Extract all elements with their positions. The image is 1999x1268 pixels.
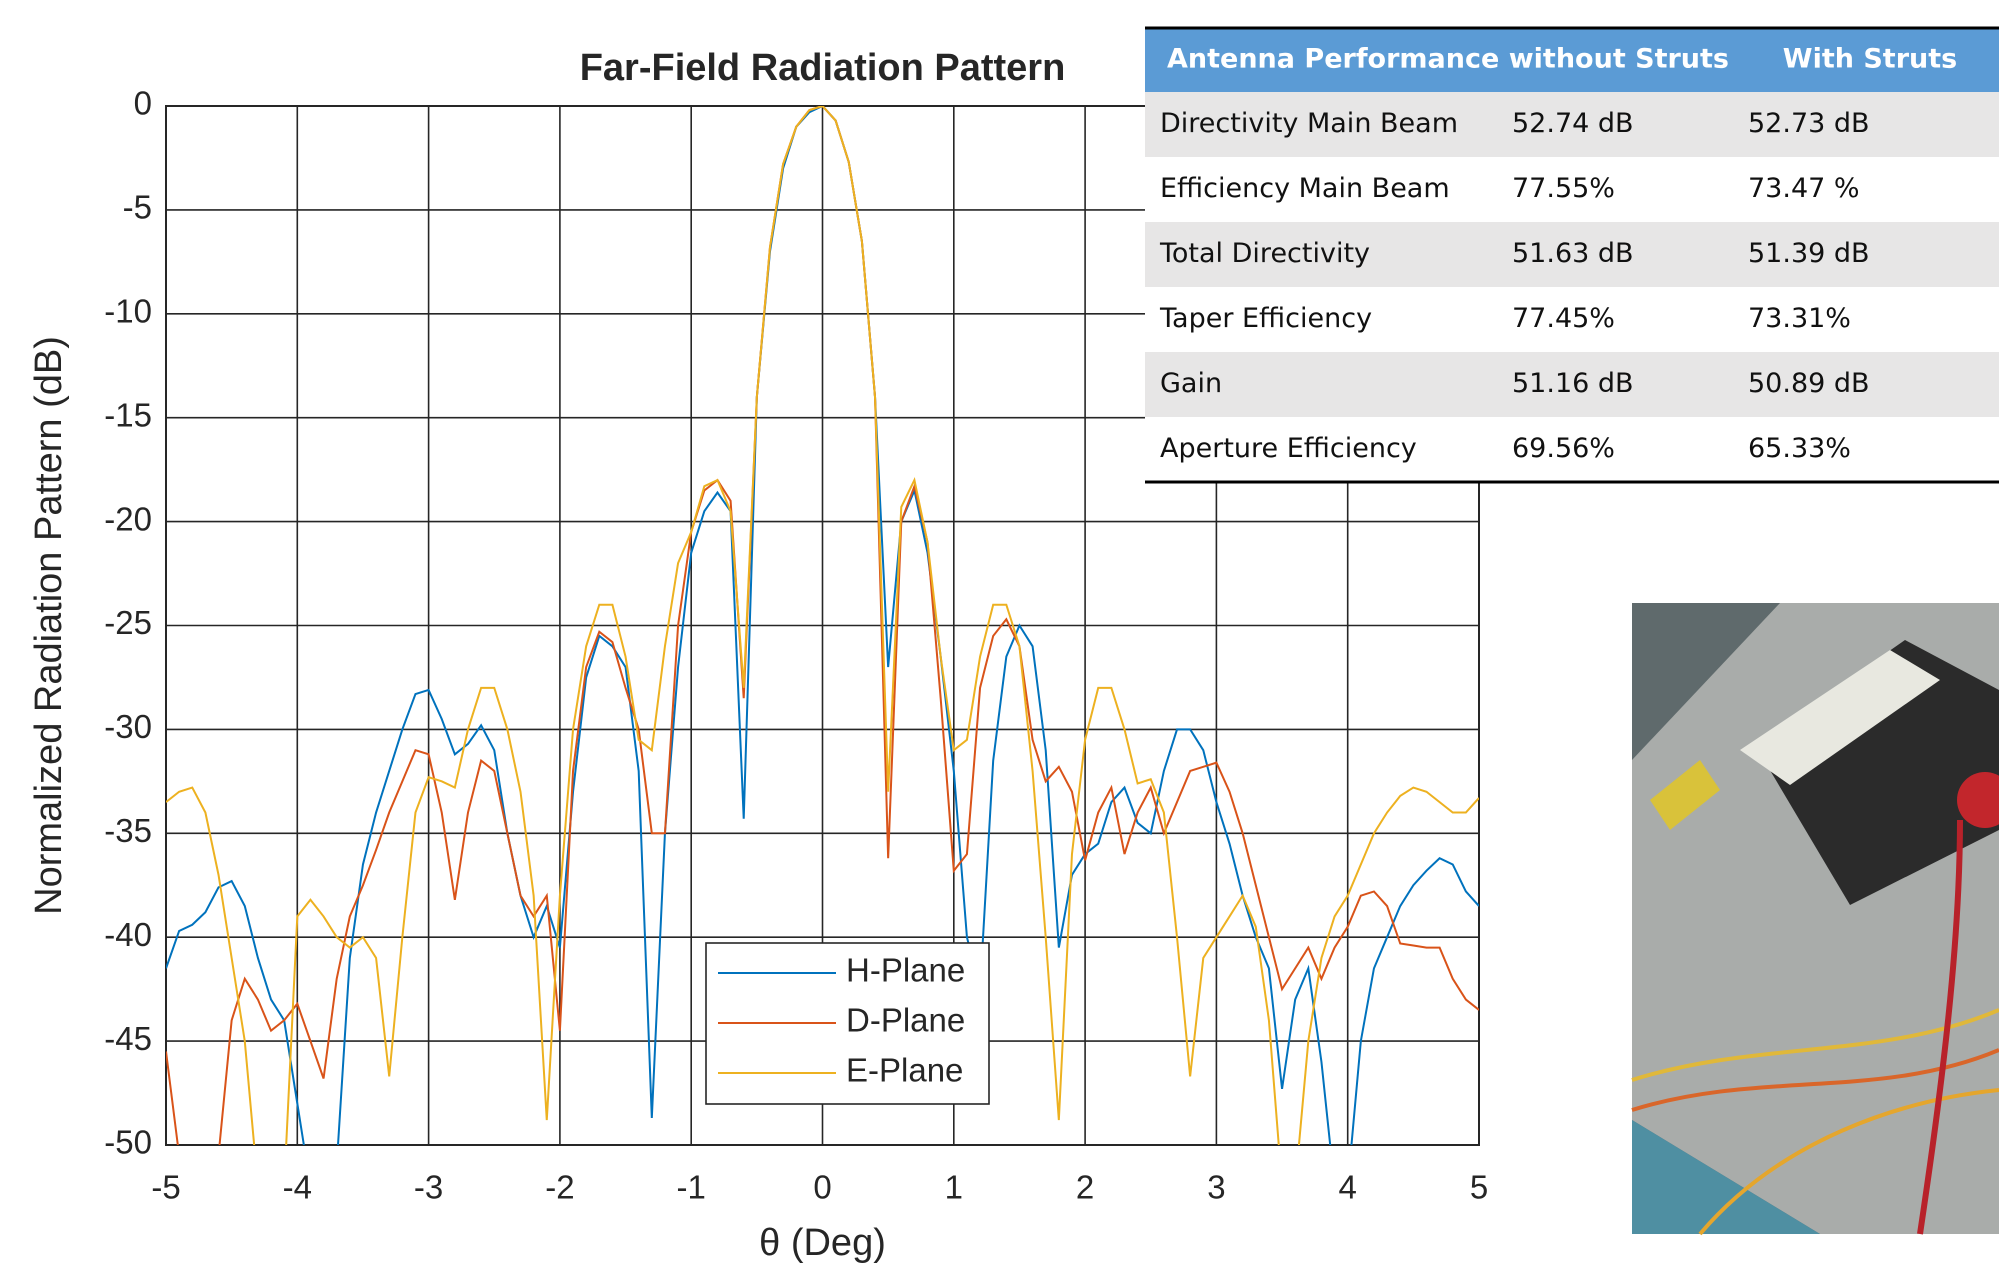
table-row-bg <box>1145 222 1999 287</box>
table-cell: 50.89 dB <box>1748 368 1870 399</box>
legend: H-Plane D-Plane E-Plane <box>705 942 990 1105</box>
y-tick-label: -50 <box>104 1124 152 1161</box>
y-tick-label: -30 <box>104 708 152 745</box>
table-row-bg <box>1145 92 1999 157</box>
legend-label: H-Plane <box>846 952 965 989</box>
table-cell: 77.45% <box>1512 303 1615 334</box>
y-axis-label: Normalized Radiation Pattern (dB) <box>28 336 70 915</box>
x-tick-label: 3 <box>1207 1169 1225 1206</box>
table-cell: 65.33% <box>1748 433 1851 464</box>
table-header-cell: With Struts <box>1783 44 1957 75</box>
y-tick-label: -35 <box>104 812 152 849</box>
y-tick-label: -15 <box>104 396 152 433</box>
y-tick-label: -25 <box>104 604 152 641</box>
x-tick-label: 1 <box>945 1169 963 1206</box>
y-tick-label: -5 <box>123 189 152 226</box>
y-tick-label: 0 <box>134 85 152 122</box>
data-line <box>166 106 1479 1145</box>
y-tick-label: -20 <box>104 500 152 537</box>
table-row-bg <box>1145 287 1999 352</box>
x-axis-label: θ (Deg) <box>759 1222 886 1264</box>
x-tick-label: 2 <box>1076 1169 1094 1206</box>
table-cell: 51.63 dB <box>1512 238 1634 269</box>
table-cell: Gain <box>1160 368 1222 399</box>
table-cell: Aperture Efficiency <box>1160 433 1417 464</box>
table-cell: 51.16 dB <box>1512 368 1634 399</box>
table-cell: 51.39 dB <box>1748 238 1870 269</box>
data-line <box>166 106 1479 1145</box>
table-cell: Taper Efficiency <box>1159 303 1372 334</box>
y-tick-label: -10 <box>104 293 152 330</box>
x-tick-label: 5 <box>1470 1169 1488 1206</box>
legend-label: D-Plane <box>846 1002 965 1039</box>
x-tick-label: 0 <box>813 1169 831 1206</box>
table-row-bg <box>1145 157 1999 222</box>
table: Antenna Performance without Struts With S… <box>1145 26 1999 484</box>
x-tick-label: -2 <box>545 1169 574 1206</box>
legend-label: E-Plane <box>846 1052 963 1089</box>
x-tick-label: -4 <box>283 1169 312 1206</box>
x-tick-label: -1 <box>677 1169 706 1206</box>
table-cell: 52.74 dB <box>1512 108 1634 139</box>
table-cell: Total Directivity <box>1159 238 1370 269</box>
photo <box>1631 603 1999 1236</box>
data-line <box>166 106 1479 1145</box>
table-cell: 52.73 dB <box>1748 108 1870 139</box>
x-tick-label: 4 <box>1339 1169 1357 1206</box>
chart-title: Far-Field Radiation Pattern <box>580 47 1066 89</box>
table-cell: Efficiency Main Beam <box>1160 173 1450 204</box>
x-tick-label: -5 <box>151 1169 180 1206</box>
table-header-bg <box>1145 28 1999 92</box>
table-cell: 69.56% <box>1512 433 1615 464</box>
table-row-bg <box>1145 352 1999 417</box>
table-row-bg <box>1145 417 1999 482</box>
table-cell: 73.47 % <box>1748 173 1860 204</box>
y-tick-label: -40 <box>104 916 152 953</box>
table-cell: 77.55% <box>1512 173 1615 204</box>
table-cell: 73.31% <box>1748 303 1851 334</box>
table-cell: Directivity Main Beam <box>1160 108 1458 139</box>
table-header-cell: Antenna Performance without Struts <box>1167 44 1729 75</box>
x-tick-label: -3 <box>414 1169 443 1206</box>
y-tick-label: -45 <box>104 1020 152 1057</box>
